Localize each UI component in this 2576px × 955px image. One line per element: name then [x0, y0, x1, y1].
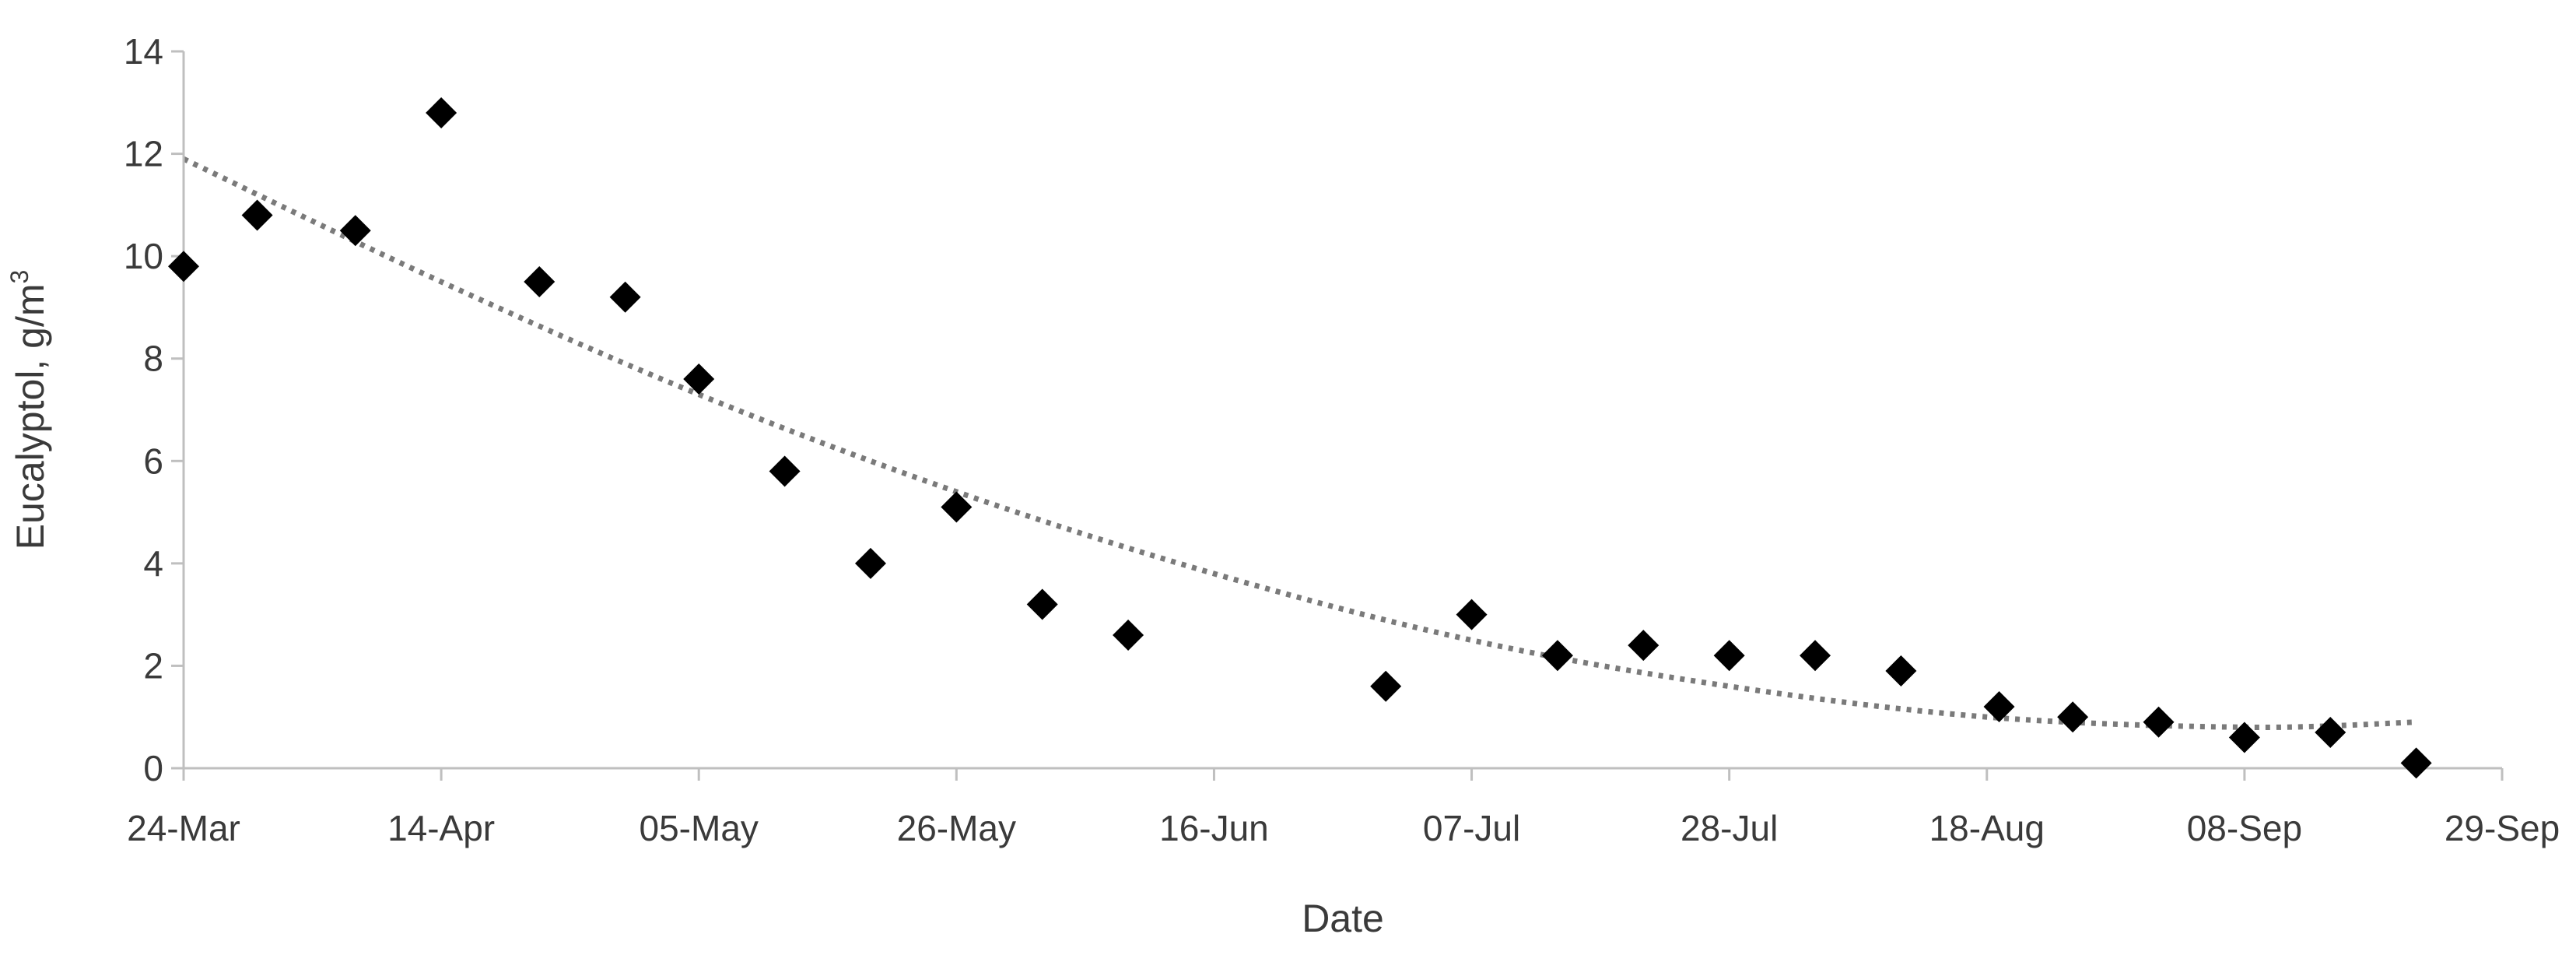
y-axis-ticks: 0 2 4 6 8 10 12 14	[124, 31, 184, 788]
data-points	[168, 97, 2432, 779]
y-axis-title-superscript: 3	[5, 270, 33, 284]
x-tick-label: 24-Mar	[127, 808, 240, 848]
data-point	[1713, 640, 1745, 672]
y-axis-title-text: Eucalyptol, g/m	[9, 283, 52, 549]
data-point	[1456, 599, 1488, 630]
data-point	[1370, 670, 1402, 702]
x-axis-title: Date	[1302, 897, 1384, 940]
data-point	[2315, 716, 2346, 748]
y-axis-title: Eucalyptol, g/m3	[5, 270, 52, 550]
data-point	[1800, 640, 1831, 672]
data-point	[2057, 701, 2089, 733]
data-point	[241, 199, 273, 231]
data-point	[1885, 655, 1917, 687]
axes-group	[182, 51, 2502, 770]
y-tick-label: 12	[124, 134, 163, 174]
data-point	[854, 547, 886, 579]
y-tick-label: 2	[143, 645, 163, 686]
x-tick-label: 14-Apr	[387, 808, 495, 848]
data-point	[769, 455, 801, 487]
data-point	[1113, 619, 1144, 651]
data-point	[683, 363, 715, 395]
data-point	[1628, 630, 1660, 662]
x-tick-label: 05-May	[640, 808, 759, 848]
x-tick-label: 07-Jul	[1423, 808, 1520, 848]
x-tick-label: 28-Jul	[1681, 808, 1778, 848]
y-tick-label: 14	[124, 31, 163, 72]
data-point	[426, 97, 457, 128]
x-axis-ticks: 24-Mar 14-Apr 05-May 26-May 16-Jun 07-Jul 28-J…	[127, 768, 2560, 848]
x-tick-label: 08-Sep	[2187, 808, 2302, 848]
x-tick-label: 16-Jun	[1159, 808, 1269, 848]
y-tick-label: 8	[143, 339, 163, 379]
y-tick-label: 10	[124, 236, 163, 276]
data-point	[168, 251, 199, 283]
data-point	[524, 266, 556, 298]
trendline	[182, 156, 2417, 730]
y-tick-label: 0	[143, 748, 163, 788]
x-tick-label: 18-Aug	[1929, 808, 2045, 848]
data-point	[1026, 588, 1058, 620]
y-tick-label: 4	[143, 543, 163, 584]
data-point	[1541, 640, 1573, 672]
x-tick-label: 26-May	[897, 808, 1016, 848]
data-point	[2400, 747, 2432, 779]
x-tick-label: 29-Sep	[2445, 808, 2560, 848]
data-point	[1983, 691, 2015, 723]
data-point	[2228, 722, 2260, 753]
data-point	[2143, 706, 2175, 738]
trendline-group	[182, 156, 2417, 730]
y-tick-label: 6	[143, 441, 163, 481]
data-point	[941, 491, 973, 523]
data-point	[609, 281, 641, 313]
data-point	[339, 215, 371, 247]
